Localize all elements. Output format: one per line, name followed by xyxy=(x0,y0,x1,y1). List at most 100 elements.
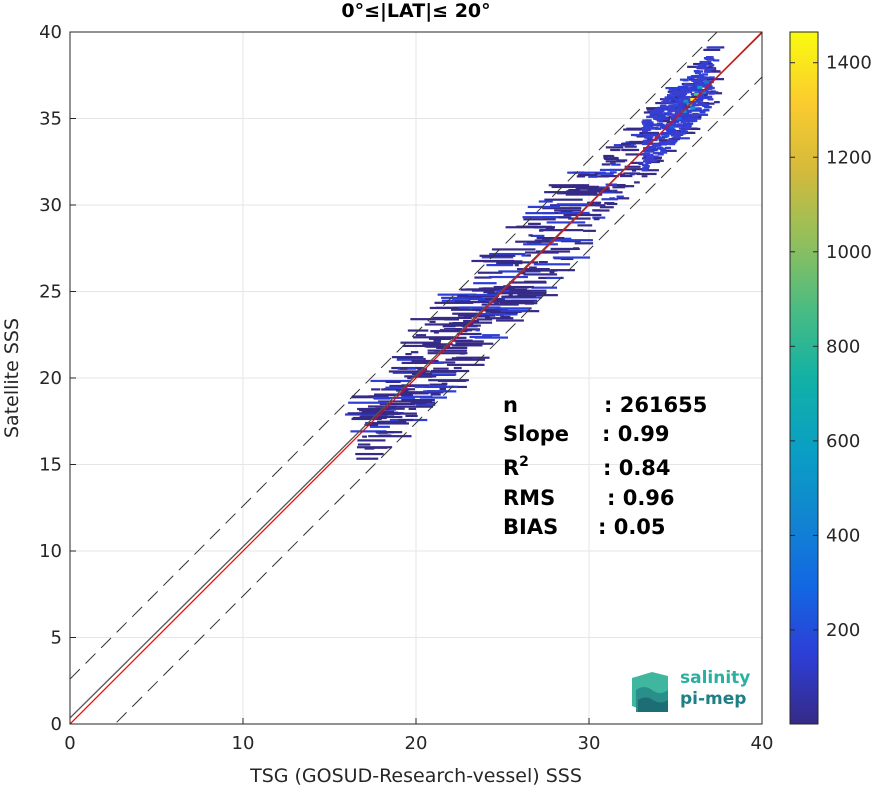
density-cell xyxy=(677,95,684,98)
density-cell xyxy=(674,99,681,103)
density-cell xyxy=(479,312,506,316)
density-cell xyxy=(668,138,680,141)
density-cell xyxy=(519,272,526,275)
density-cell xyxy=(693,92,699,96)
density-cell xyxy=(367,405,398,408)
density-cell xyxy=(669,106,676,109)
density-cell xyxy=(357,407,391,411)
density-cell xyxy=(374,393,403,396)
density-cell xyxy=(454,300,490,304)
density-cell xyxy=(667,113,674,116)
density-cell xyxy=(489,293,499,297)
density-cell xyxy=(657,153,664,156)
density-cell xyxy=(671,119,678,122)
density-cell xyxy=(679,86,686,89)
density-cell xyxy=(451,357,472,360)
density-cell xyxy=(707,56,714,59)
density-cell xyxy=(704,90,711,94)
density-cell xyxy=(430,393,441,396)
density-cell xyxy=(429,320,436,323)
density-cell xyxy=(672,113,679,117)
density-cell xyxy=(658,147,665,150)
density-cell xyxy=(410,402,427,405)
density-cell xyxy=(471,259,515,263)
density-cell xyxy=(488,275,528,279)
density-cell xyxy=(678,118,685,122)
density-cell xyxy=(694,83,701,87)
density-cell xyxy=(348,401,387,404)
density-cell xyxy=(691,113,698,116)
density-cell xyxy=(647,145,654,149)
density-cell xyxy=(430,330,468,333)
density-cell xyxy=(528,222,541,225)
density-cell xyxy=(682,124,689,127)
density-cell xyxy=(509,289,547,292)
density-cell xyxy=(625,185,635,188)
density-cell xyxy=(453,366,462,370)
density-cell xyxy=(664,96,671,99)
density-cell xyxy=(427,349,468,352)
density-cell xyxy=(704,87,711,90)
density-cell xyxy=(587,190,603,193)
density-cell xyxy=(677,100,684,104)
density-cell xyxy=(491,248,536,251)
stat-label: Slope xyxy=(503,422,569,446)
density-cell xyxy=(434,301,474,304)
density-cell xyxy=(433,339,442,342)
density-cell xyxy=(690,106,696,110)
colorbar-tick-label: 400 xyxy=(826,525,860,546)
density-cell xyxy=(658,120,670,123)
density-cell xyxy=(686,109,706,112)
reference-line xyxy=(70,32,718,680)
density-cell xyxy=(357,443,371,446)
density-cell xyxy=(469,335,492,339)
density-cell xyxy=(558,216,570,219)
density-cell xyxy=(401,361,432,365)
density-cell xyxy=(666,139,673,142)
density-cell xyxy=(487,292,531,295)
reference-lines xyxy=(70,32,762,724)
density-cell xyxy=(697,99,704,102)
density-cell xyxy=(704,80,710,84)
density-cell xyxy=(456,356,490,359)
y-tick-label: 15 xyxy=(39,455,62,476)
density-cell xyxy=(664,105,671,109)
density-cell xyxy=(634,181,640,184)
density-cell xyxy=(481,303,519,306)
density-cell xyxy=(682,122,689,126)
density-cell xyxy=(641,142,648,146)
density-cell xyxy=(650,111,657,114)
density-cell xyxy=(684,114,691,118)
density-cell xyxy=(560,257,574,261)
y-tick-label: 35 xyxy=(39,109,62,130)
density-cell xyxy=(685,111,692,114)
density-cell xyxy=(538,261,548,264)
density-cell xyxy=(431,369,470,373)
density-cell xyxy=(473,282,497,285)
density-cell xyxy=(368,395,389,398)
density-cell xyxy=(501,295,537,298)
density-cell xyxy=(576,175,586,178)
density-cell xyxy=(676,107,683,110)
density-cell xyxy=(456,332,482,336)
density-cell xyxy=(663,132,670,135)
density-cell xyxy=(636,172,657,176)
density-cell xyxy=(516,225,536,228)
density-cell xyxy=(396,389,409,392)
density-cell xyxy=(439,387,447,391)
density-cell xyxy=(645,120,652,124)
density-cell xyxy=(596,189,613,192)
density-cell xyxy=(692,114,699,118)
density-cell xyxy=(673,109,680,113)
density-cell xyxy=(704,69,711,73)
density-cell xyxy=(687,76,694,80)
density-cell xyxy=(645,161,652,165)
density-cell xyxy=(702,63,709,66)
density-cell xyxy=(507,261,539,264)
density-cell xyxy=(679,132,686,135)
density-cell xyxy=(526,254,531,257)
density-cell xyxy=(595,203,601,207)
density-cell xyxy=(350,430,387,433)
density-cell xyxy=(411,359,423,363)
density-cell xyxy=(599,206,614,209)
